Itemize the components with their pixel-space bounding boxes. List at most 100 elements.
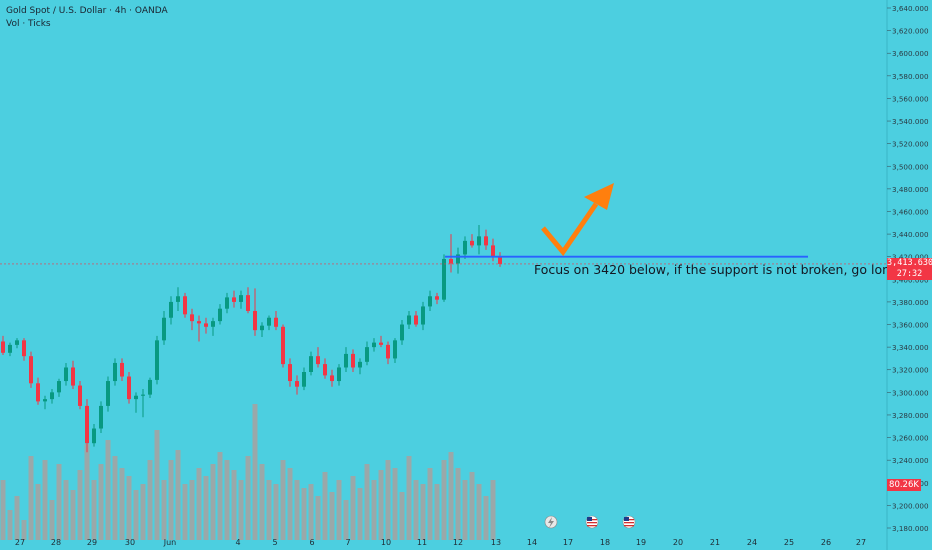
volume-bar — [322, 472, 328, 540]
candle-body — [435, 296, 439, 300]
candle-body — [29, 356, 33, 384]
candle-body — [78, 385, 82, 406]
candle-body — [1, 341, 5, 353]
volume-bar — [427, 468, 433, 540]
candle-body — [316, 356, 320, 365]
price-tick-label: 3,560.000 — [892, 94, 929, 103]
candle-body — [148, 379, 152, 395]
price-tick-label: 3,600.000 — [892, 49, 929, 58]
time-tick-label: 12 — [453, 538, 463, 547]
volume-layer — [0, 404, 496, 540]
volume-bar — [280, 460, 286, 540]
candle-body — [456, 254, 460, 264]
price-scale[interactable]: 3,640.000 3,620.000 3,600.000 3,580.000 3,56… — [887, 4, 929, 533]
volume-bar — [476, 484, 482, 540]
us-flag-event-icon[interactable] — [585, 515, 599, 529]
volume-bar — [294, 480, 300, 540]
price-tick-label: 3,500.000 — [892, 162, 929, 171]
time-tick-label: 10 — [381, 538, 391, 547]
candle-body — [246, 295, 250, 311]
volume-bar — [343, 500, 349, 540]
time-tick-label: 27 — [15, 538, 25, 547]
volume-bar — [273, 484, 279, 540]
volume-bar — [112, 456, 118, 540]
volume-bar — [147, 460, 153, 540]
volume-bar — [0, 480, 6, 540]
time-tick-label: 6 — [309, 538, 314, 547]
price-tick-label: 3,460.000 — [892, 207, 929, 216]
volume-legend[interactable]: Vol · Ticks — [6, 19, 51, 29]
volume-bar — [28, 456, 34, 540]
candle-body — [386, 344, 390, 359]
volume-bar — [329, 492, 335, 540]
time-tick-label: 29 — [87, 538, 97, 547]
volume-bar — [175, 450, 181, 540]
candle-body — [134, 395, 138, 400]
price-tick-label: 3,640.000 — [892, 4, 929, 13]
candle-body — [302, 372, 306, 387]
price-tick-label: 3,240.000 — [892, 456, 929, 465]
candle-body — [71, 367, 75, 386]
volume-bar — [455, 468, 461, 540]
candle-body — [64, 367, 68, 382]
volume-bar — [364, 464, 370, 540]
price-tick-label: 3,360.000 — [892, 321, 929, 330]
volume-bar — [7, 510, 13, 540]
volume-bar — [168, 460, 174, 540]
candle-body — [323, 364, 327, 376]
candle-body — [15, 340, 19, 345]
candle-body — [470, 240, 474, 246]
volume-bar — [42, 460, 48, 540]
candle-body — [428, 296, 432, 307]
candle-body — [155, 340, 159, 380]
time-tick-label: 17 — [563, 538, 573, 547]
candle-body — [498, 256, 502, 264]
time-tick-label: 24 — [747, 538, 757, 547]
time-tick-label: 26 — [821, 538, 831, 547]
volume-value-tag: 80.26K — [887, 479, 921, 491]
volume-bar — [399, 492, 405, 540]
volume-bar — [483, 496, 489, 540]
time-tick-label: 19 — [636, 538, 646, 547]
price-tick-label: 3,580.000 — [892, 72, 929, 81]
candle-body — [99, 405, 103, 429]
candle-body — [85, 405, 89, 444]
volume-bar — [308, 484, 314, 540]
time-tick-label: 13 — [491, 538, 501, 547]
candle-body — [239, 295, 243, 302]
volume-bar — [420, 484, 426, 540]
candle-body — [442, 258, 446, 300]
candle-body — [260, 325, 264, 331]
time-tick-label: 4 — [235, 538, 240, 547]
projection-arrow[interactable] — [541, 183, 614, 257]
annotation-text[interactable]: Focus on 3420 below, if the support is n… — [534, 262, 898, 277]
candle-body — [295, 381, 299, 387]
candle-body — [162, 317, 166, 341]
us-flag-event-icon[interactable] — [622, 515, 636, 529]
candle-body — [22, 340, 26, 357]
volume-bar — [84, 444, 90, 540]
symbol-legend[interactable]: Gold Spot / U.S. Dollar · 4h · OANDA — [6, 6, 168, 16]
candle-body — [491, 245, 495, 257]
volume-bar — [413, 480, 419, 540]
volume-bar — [350, 476, 356, 540]
volume-bar — [385, 460, 391, 540]
candle-body — [183, 296, 187, 315]
volume-bar — [245, 456, 251, 540]
event-markers[interactable] — [544, 515, 636, 529]
volume-bar — [21, 520, 27, 540]
arrow-path — [541, 202, 599, 257]
candle-body — [253, 310, 257, 331]
candle-body — [351, 353, 355, 368]
candle-body — [288, 364, 292, 382]
volume-bar — [469, 472, 475, 540]
price-tick-label: 3,540.000 — [892, 117, 929, 126]
candle-body — [379, 342, 383, 345]
time-axis[interactable]: 27 28 29 30 Jun 4 5 6 7 10 11 12 13 14 17 18 19 20 21 24 25 2… — [15, 538, 866, 547]
arrow-head-icon — [584, 183, 614, 210]
lightning-event-icon[interactable] — [544, 515, 558, 529]
price-tick-label: 3,480.000 — [892, 185, 929, 194]
candle-body — [365, 347, 369, 362]
candle-body — [36, 383, 40, 402]
